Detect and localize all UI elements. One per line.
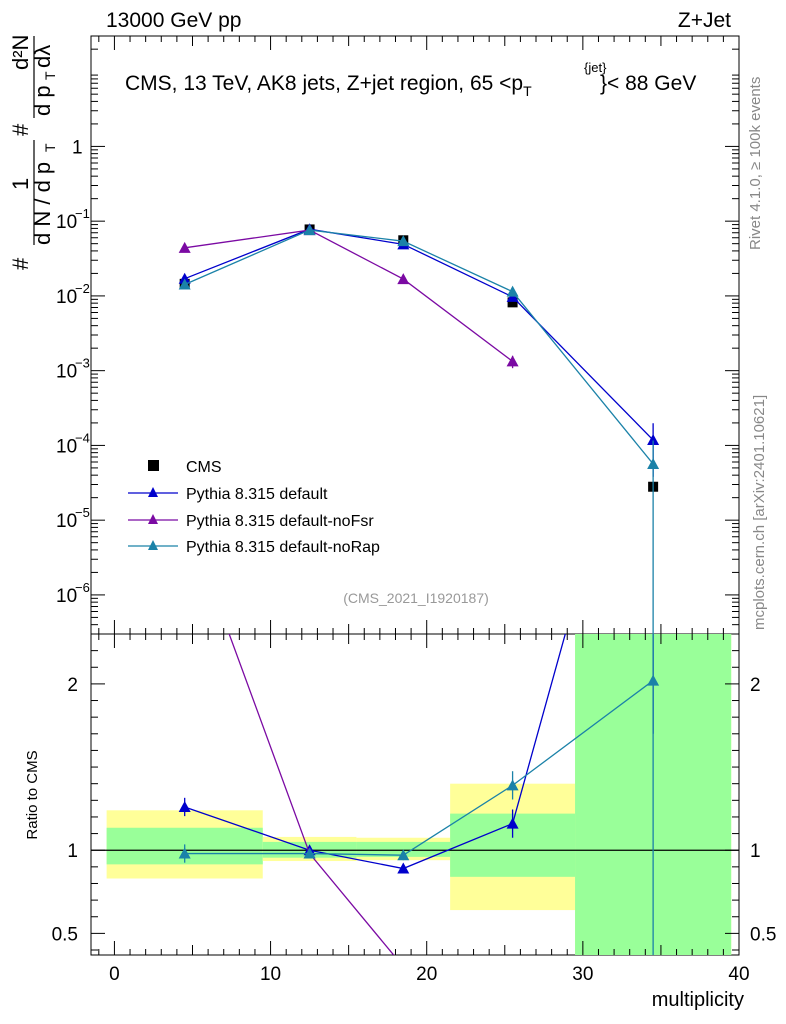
main-ytick-exp: −3 xyxy=(75,356,90,371)
ratio-point-pythia-8-315-default-norap xyxy=(303,847,316,859)
point-cms xyxy=(507,297,518,308)
ratio-point-pythia-8-315-default-nofsr xyxy=(507,984,519,995)
ratio-point-pythia-8-315-default-nofsr xyxy=(397,961,409,972)
ratio-bands xyxy=(106,634,732,955)
point-pythia-8-315-default-norap xyxy=(506,285,519,297)
ylabel-num1: 1 xyxy=(8,178,33,190)
ratio-xtick-label: 40 xyxy=(728,964,749,985)
chart-title: CMS, 13 TeV, AK8 jets, Z+jet region, 65 … xyxy=(125,72,532,99)
ratio-xtick-label: 10 xyxy=(260,964,281,985)
ratio-line-pythia-8-315-default-nofsr xyxy=(228,634,395,955)
legend: CMS Pythia 8.315 default Pythia 8.315 de… xyxy=(128,459,380,556)
ratio-point-pythia-8-315-default-norap xyxy=(647,674,660,686)
main-ytick-label: 10 xyxy=(56,362,77,383)
ratio-ytick-label: 2 xyxy=(67,675,78,696)
series-line-pythia-8-315-default xyxy=(184,228,654,441)
ratio-xtick-label: 0 xyxy=(109,964,120,985)
point-pythia-8-315-default-nofsr xyxy=(397,273,410,285)
ratio-point-pythia-8-315-default xyxy=(397,862,410,874)
ylabel-hash: # xyxy=(8,257,33,270)
header-left: 13000 GeV pp xyxy=(106,9,241,32)
point-pythia-8-315-default-norap xyxy=(178,278,191,290)
main-axes: 110−110−210−310−410−510−6 xyxy=(56,35,740,635)
point-pythia-8-315-default xyxy=(647,434,660,446)
ratio-ytick-label-right: 0.5 xyxy=(750,924,776,945)
ratio-point-pythia-8-315-default xyxy=(506,817,519,829)
legend-label-default: Pythia 8.315 default xyxy=(186,486,328,503)
title-main: CMS, 13 TeV, AK8 jets, Z+jet region, 65 … xyxy=(125,72,523,95)
ratio-ytick-label: 0.5 xyxy=(52,924,78,945)
ratio-series xyxy=(178,312,660,995)
legend-label-nofsr: Pythia 8.315 default-noFsr xyxy=(186,513,374,530)
ratio-point-pythia-8-315-default-norap xyxy=(506,779,519,791)
main-series xyxy=(178,223,660,634)
legend-marker-nofsr xyxy=(148,514,158,524)
main-ytick-label: 10 xyxy=(56,287,77,308)
ylabel-den2: d p xyxy=(30,85,55,116)
main-ytick-label: 10 xyxy=(56,586,77,607)
title-tail: }< 88 GeV xyxy=(600,72,696,95)
ratio-ytick-label-right: 1 xyxy=(750,841,761,862)
mcplots-label: mcplots.cern.ch [arXiv:2401.10621] xyxy=(751,395,768,630)
main-ytick-label: 10 xyxy=(56,212,77,233)
ylabel-den2-tail: dλ xyxy=(30,45,55,68)
main-ytick-exp: −5 xyxy=(75,505,90,520)
point-pythia-8-315-default-norap xyxy=(303,224,316,236)
ratio-xtick-label: 20 xyxy=(416,964,437,985)
main-ylabel: # 1 d N / d p T # d²N d p T dλ xyxy=(8,35,58,270)
point-pythia-8-315-default-norap xyxy=(647,457,660,469)
title-sub: T xyxy=(523,83,532,99)
point-pythia-8-315-default xyxy=(178,272,191,284)
legend-label-norap: Pythia 8.315 default-noRap xyxy=(186,539,380,556)
main-ytick-label: 1 xyxy=(72,137,83,158)
rivet-label: Rivet 4.1.0, ≥ 100k events xyxy=(747,77,764,250)
header-right: Z+Jet xyxy=(678,9,731,32)
legend-marker-norap xyxy=(148,540,158,550)
ratio-frame xyxy=(90,633,740,956)
ratio-axes: 0 10 20 30 400.5 0.51 12 2 xyxy=(52,634,776,985)
main-ytick-exp: −6 xyxy=(75,580,90,595)
ratio-point-pythia-8-315-default xyxy=(647,312,659,323)
legend-marker-default xyxy=(148,487,158,497)
title-sup: {jet} xyxy=(584,60,607,75)
ratio-ytick-label-right: 2 xyxy=(750,675,761,696)
ylabel-den1: d N / d p xyxy=(30,162,55,245)
series-line-pythia-8-315-default-norap xyxy=(184,229,654,465)
point-pythia-8-315-default-nofsr xyxy=(178,241,191,253)
ratio-point-pythia-8-315-default-norap xyxy=(178,847,191,859)
main-ytick-label: 10 xyxy=(56,511,77,532)
ratio-point-pythia-8-315-default-norap xyxy=(397,849,410,861)
series-line-pythia-8-315-default-nofsr xyxy=(184,229,513,362)
main-ytick-label: 10 xyxy=(56,436,77,457)
ylabel-hash2: # xyxy=(8,123,33,136)
legend-marker-cms xyxy=(148,460,159,471)
ylabel-den2-sub: T xyxy=(42,71,58,80)
ratio-point-pythia-8-315-default xyxy=(178,800,191,812)
ratio-ylabel: Ratio to CMS xyxy=(24,750,41,839)
point-pythia-8-315-default-nofsr xyxy=(506,355,519,367)
main-ytick-exp: −1 xyxy=(75,206,90,221)
x-axis-label: multiplicity xyxy=(652,989,744,1011)
legend-label-cms: CMS xyxy=(186,459,222,476)
ylabel-num2: d²N xyxy=(8,35,33,70)
ylabel-den1-sub: T xyxy=(42,143,58,152)
ratio-xtick-label: 30 xyxy=(572,964,593,985)
point-pythia-8-315-default-norap xyxy=(397,235,410,247)
main-ytick-exp: −2 xyxy=(75,281,90,296)
main-ytick-exp: −4 xyxy=(75,430,90,445)
analysis-watermark: (CMS_2021_I1920187) xyxy=(343,590,489,606)
ratio-ytick-label: 1 xyxy=(67,841,78,862)
